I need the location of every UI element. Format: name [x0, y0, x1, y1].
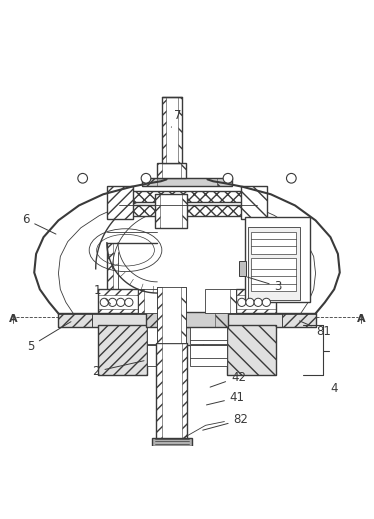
Bar [58, 313, 316, 327]
Text: 2: 2 [92, 361, 144, 378]
Bar [98, 289, 138, 313]
Bar [182, 344, 187, 446]
Bar [98, 309, 138, 313]
Bar [142, 177, 157, 186]
Bar [156, 344, 187, 446]
Text: A: A [357, 314, 365, 324]
Bar [119, 205, 257, 215]
Bar [245, 216, 310, 303]
Bar [157, 162, 162, 177]
Bar [190, 345, 227, 366]
Bar [98, 289, 138, 295]
Bar [156, 344, 162, 446]
Bar [134, 329, 171, 344]
Text: 82: 82 [203, 414, 248, 430]
Bar [138, 289, 144, 313]
Bar [119, 192, 257, 202]
Circle shape [246, 298, 254, 306]
Bar [241, 186, 267, 219]
Bar [107, 243, 113, 289]
Bar [58, 313, 92, 327]
Bar [282, 313, 316, 327]
Bar [236, 309, 276, 313]
Bar [155, 194, 187, 228]
Text: 1: 1 [94, 284, 111, 304]
Circle shape [262, 298, 270, 306]
Text: A: A [9, 314, 17, 324]
Bar [155, 194, 160, 228]
Bar [217, 177, 232, 186]
Bar [182, 194, 187, 228]
Circle shape [78, 173, 88, 183]
Bar [241, 186, 267, 219]
Bar [248, 227, 300, 300]
Bar [190, 326, 227, 345]
Circle shape [254, 298, 262, 306]
Text: 6: 6 [22, 213, 56, 234]
Bar [146, 312, 159, 326]
Bar [251, 231, 296, 254]
Bar [138, 289, 169, 313]
Bar [107, 186, 133, 219]
Text: 81: 81 [300, 321, 331, 338]
Bar [129, 326, 245, 345]
Bar [157, 288, 186, 344]
Bar [157, 162, 186, 177]
Bar [119, 205, 257, 215]
Circle shape [286, 173, 296, 183]
Bar [239, 262, 246, 276]
Bar [205, 289, 236, 313]
Bar [203, 329, 240, 344]
Text: 41: 41 [206, 391, 245, 405]
Bar [146, 312, 228, 326]
Text: 7: 7 [171, 108, 181, 127]
Circle shape [141, 173, 151, 183]
Text: 42: 42 [210, 371, 246, 387]
Bar [215, 312, 228, 326]
Bar [107, 186, 133, 219]
Bar [162, 98, 182, 162]
Bar [98, 325, 147, 375]
Text: 5: 5 [27, 322, 71, 353]
Circle shape [223, 173, 233, 183]
Bar [227, 325, 276, 375]
Circle shape [125, 298, 133, 306]
Bar [119, 192, 257, 202]
Bar [236, 289, 276, 313]
Bar [236, 289, 276, 295]
Bar [178, 98, 182, 162]
Bar [162, 98, 166, 162]
Bar [181, 288, 186, 344]
Bar [181, 162, 186, 177]
Bar [251, 257, 296, 291]
Bar [142, 177, 232, 186]
Circle shape [108, 298, 117, 306]
Bar [151, 438, 192, 446]
Bar [230, 289, 236, 313]
Bar [227, 325, 276, 375]
Bar [157, 288, 162, 344]
Circle shape [117, 298, 125, 306]
Bar [147, 345, 184, 366]
Circle shape [237, 298, 246, 306]
Text: 4: 4 [331, 381, 338, 394]
Circle shape [100, 298, 108, 306]
Bar [98, 325, 147, 375]
Text: 3: 3 [248, 277, 282, 293]
Bar [147, 326, 184, 345]
